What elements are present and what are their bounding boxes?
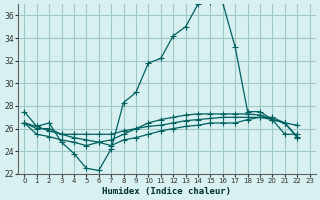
X-axis label: Humidex (Indice chaleur): Humidex (Indice chaleur) <box>102 187 231 196</box>
